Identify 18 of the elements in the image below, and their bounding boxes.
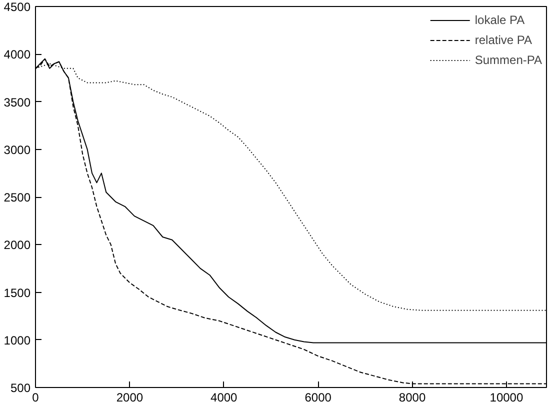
x-tick-label: 0 [32,390,40,404]
y-tick-label: 3500 [4,95,31,110]
legend-label: relative PA [474,33,532,47]
y-tick-label: 3000 [4,142,31,157]
x-tick-label: 10000 [490,390,524,404]
y-tick-label: 4500 [4,0,31,14]
y-tick-label: 500 [10,381,31,395]
y-tick-label: 1000 [4,333,31,348]
x-tick-label: 8000 [398,390,426,404]
y-tick-label: 4000 [4,48,31,62]
x-tick-label: 2000 [116,390,144,404]
legend-label: lokale PA [474,13,525,27]
legend-label: Summen-PA [474,53,542,67]
y-tick-label: 2000 [4,238,31,252]
x-tick-label: 4000 [210,390,238,404]
x-tick-label: 6000 [304,390,332,404]
y-tick-label: 2500 [4,190,31,204]
y-tick-label: 1500 [4,286,31,300]
